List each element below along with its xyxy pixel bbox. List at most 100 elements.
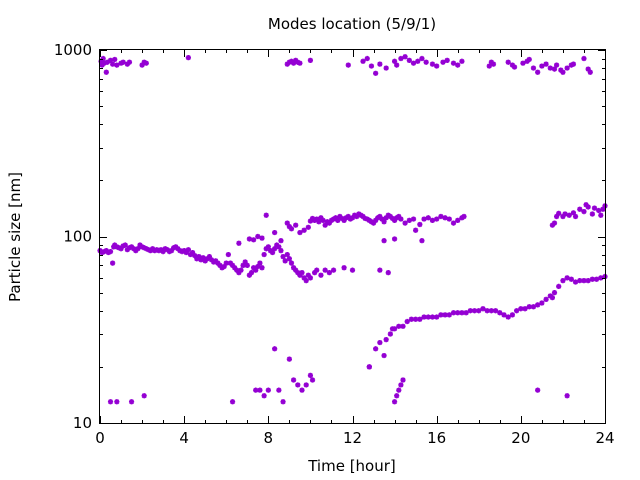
data-point [434, 63, 440, 69]
y-tick-label: 100 [63, 228, 92, 246]
data-point [337, 213, 343, 220]
data-point [204, 256, 210, 262]
data-point [417, 221, 423, 228]
data-point [307, 275, 314, 281]
data-point [248, 270, 255, 276]
data-point [152, 248, 158, 254]
plot-frame [99, 49, 606, 424]
data-points [97, 54, 608, 405]
data-point [141, 59, 147, 65]
data-point [293, 222, 299, 228]
data-point [326, 270, 332, 276]
data-point [278, 248, 284, 254]
data-point [429, 314, 436, 320]
data-point [303, 278, 309, 284]
data-point [267, 248, 274, 254]
data-point [501, 312, 507, 318]
x-tick-label: 12 [343, 429, 362, 447]
data-point [421, 216, 427, 222]
data-point [547, 293, 553, 299]
data-point [581, 208, 587, 215]
data-point [185, 55, 191, 61]
data-point [442, 312, 448, 318]
data-point [564, 275, 570, 281]
data-point [556, 210, 562, 217]
data-point [434, 216, 440, 222]
data-point [166, 248, 173, 255]
data-point [265, 387, 271, 393]
data-point [492, 308, 499, 314]
data-point [556, 283, 562, 290]
data-point [295, 382, 301, 388]
data-point [297, 272, 303, 278]
data-point [383, 215, 389, 221]
data-point [128, 399, 135, 405]
data-point [265, 244, 271, 250]
data-point [232, 265, 238, 271]
data-point [377, 61, 383, 67]
data-point [389, 215, 396, 222]
data-point [509, 312, 516, 318]
data-point [107, 399, 114, 405]
y-axis-title: Particle size [nm] [6, 172, 24, 302]
data-point [104, 59, 110, 65]
y-tick-label: 10 [73, 414, 92, 432]
data-point [572, 279, 579, 285]
data-point [103, 69, 109, 75]
data-point [560, 213, 566, 220]
data-point [255, 233, 261, 240]
data-point [257, 387, 263, 393]
data-point [280, 399, 286, 405]
data-point [402, 220, 408, 226]
data-point [124, 61, 130, 67]
data-point [244, 262, 250, 268]
data-point [126, 59, 133, 65]
data-point [591, 205, 598, 211]
data-point [522, 306, 528, 312]
data-point [312, 270, 318, 276]
data-point [293, 57, 299, 63]
data-point [333, 215, 339, 221]
data-point [234, 267, 240, 273]
data-point [446, 312, 452, 318]
data-point [429, 61, 436, 67]
data-point [128, 244, 135, 250]
data-point [139, 244, 145, 250]
data-point [98, 58, 104, 64]
data-point [524, 58, 530, 64]
data-point [514, 308, 520, 314]
data-point [259, 265, 265, 271]
data-point [539, 63, 545, 69]
data-point [490, 61, 497, 67]
data-point [183, 249, 189, 256]
data-point [286, 59, 292, 65]
data-point [221, 263, 227, 270]
data-point [558, 67, 564, 73]
data-point [227, 260, 234, 266]
data-point [288, 226, 295, 232]
data-point [301, 275, 307, 281]
data-point [377, 213, 383, 220]
data-point [398, 382, 404, 388]
data-point [530, 65, 537, 71]
data-point [455, 310, 461, 316]
data-point [236, 240, 242, 246]
data-point [551, 290, 558, 296]
data-point [366, 364, 372, 370]
data-point [101, 248, 107, 255]
data-point [539, 300, 545, 306]
data-point [429, 217, 436, 223]
data-point [192, 252, 198, 259]
data-point [360, 58, 366, 64]
data-point [236, 270, 242, 276]
data-point [585, 66, 591, 72]
data-point [463, 310, 469, 316]
data-point [194, 256, 200, 262]
data-point [217, 262, 223, 268]
data-point [299, 387, 305, 393]
data-point [394, 393, 400, 399]
data-point [322, 222, 328, 228]
data-point [318, 272, 324, 278]
data-point [314, 216, 320, 222]
data-point [330, 267, 337, 273]
